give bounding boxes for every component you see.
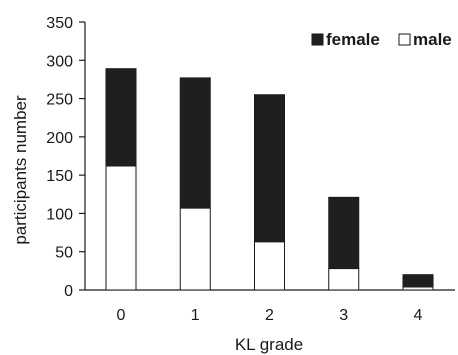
bars	[105, 68, 434, 291]
y-tick-label: 200	[46, 130, 73, 147]
y-tick-label: 0	[64, 283, 73, 300]
legend-label-female: female	[326, 30, 380, 49]
bar-male-2	[254, 241, 285, 291]
x-tick-label: 3	[339, 307, 348, 324]
legend-label-male: male	[413, 30, 452, 49]
y-tick-label: 350	[46, 15, 73, 32]
x-tick-label: 0	[117, 307, 126, 324]
bar-male-0	[105, 165, 137, 291]
x-tick-label: 4	[414, 307, 423, 324]
y-tick-label: 100	[46, 206, 73, 223]
y-tick-label: 150	[46, 168, 73, 185]
legend-swatch-male	[398, 33, 411, 46]
bar-female-2	[254, 94, 285, 243]
y-tick-label: 250	[46, 92, 73, 109]
y-axis: 0 50 100 150 200 250 300 350	[46, 15, 86, 300]
bar-female-0	[105, 68, 137, 167]
bar-female-1	[179, 77, 211, 209]
x-axis-label: KL grade	[235, 335, 303, 354]
y-tick-label: 300	[46, 53, 73, 70]
x-tick-label: 1	[191, 307, 200, 324]
x-tick-label: 2	[265, 307, 274, 324]
legend: female male	[311, 30, 452, 49]
bar-female-3	[328, 196, 360, 270]
bar-male-1	[179, 207, 211, 291]
x-axis: 0 1 2 3 4	[85, 289, 455, 324]
bar-female-4	[402, 274, 434, 288]
legend-swatch-female	[311, 33, 324, 46]
bar-male-3	[328, 268, 360, 291]
y-tick-label: 50	[55, 245, 73, 262]
y-axis-label: participants number	[11, 95, 30, 245]
